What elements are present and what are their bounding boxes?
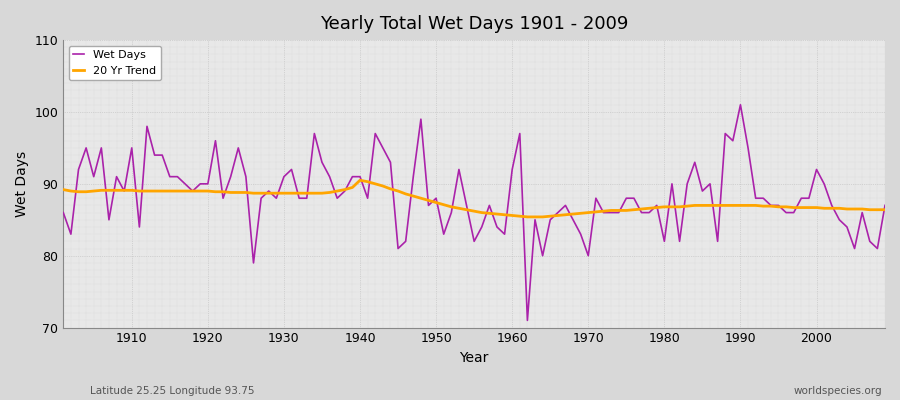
X-axis label: Year: Year [460,351,489,365]
20 Yr Trend [355,178,365,183]
20 Yr Trend [507,213,517,218]
20 Yr Trend [58,187,68,192]
Wet Days [735,102,746,107]
20 Yr Trend [879,207,890,212]
20 Yr Trend [332,189,343,194]
20 Yr Trend [522,214,533,219]
Y-axis label: Wet Days: Wet Days [15,151,29,217]
20 Yr Trend [613,208,624,213]
20 Yr Trend [286,191,297,196]
Wet Days [58,210,68,215]
Line: Wet Days: Wet Days [63,105,885,320]
Wet Days [332,196,343,201]
Text: worldspecies.org: worldspecies.org [794,386,882,396]
Wet Days [507,167,517,172]
Text: Latitude 25.25 Longitude 93.75: Latitude 25.25 Longitude 93.75 [90,386,255,396]
Wet Days [500,232,510,236]
Wet Days [606,210,616,215]
Wet Days [522,318,533,323]
20 Yr Trend [119,188,130,193]
Wet Days [286,167,297,172]
Line: 20 Yr Trend: 20 Yr Trend [63,180,885,217]
Wet Days [879,203,890,208]
20 Yr Trend [515,214,526,218]
Legend: Wet Days, 20 Yr Trend: Wet Days, 20 Yr Trend [68,46,161,80]
Title: Yearly Total Wet Days 1901 - 2009: Yearly Total Wet Days 1901 - 2009 [320,15,628,33]
Wet Days [119,189,130,194]
